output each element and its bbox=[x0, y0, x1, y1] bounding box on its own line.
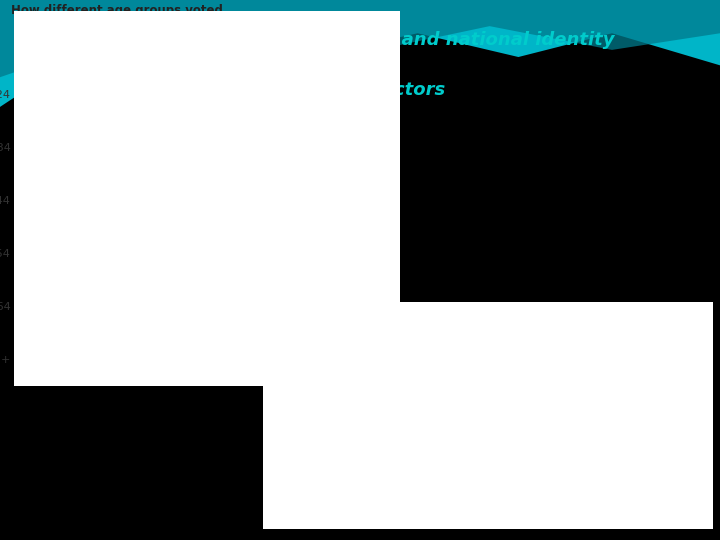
Text: 40%: 40% bbox=[371, 355, 394, 365]
Circle shape bbox=[426, 498, 430, 500]
Text: Remain: Remain bbox=[305, 17, 355, 31]
Circle shape bbox=[428, 472, 431, 474]
Circle shape bbox=[589, 497, 593, 499]
Polygon shape bbox=[276, 458, 300, 484]
Circle shape bbox=[434, 515, 438, 516]
Circle shape bbox=[588, 514, 591, 515]
Circle shape bbox=[286, 475, 289, 477]
Text: 62%: 62% bbox=[371, 143, 394, 153]
Polygon shape bbox=[276, 484, 304, 522]
Polygon shape bbox=[570, 458, 593, 484]
Text: most elderly people,: most elderly people, bbox=[274, 339, 387, 349]
Text: all 30 voted Leave: all 30 voted Leave bbox=[567, 370, 657, 381]
Bar bbox=[246, 341, 400, 379]
Text: 18–24: 18–24 bbox=[0, 90, 11, 100]
Bar bbox=[161, 129, 400, 167]
Text: 27 voted Leave: 27 voted Leave bbox=[274, 370, 349, 381]
Text: 27%: 27% bbox=[20, 90, 45, 100]
Text: 48%: 48% bbox=[20, 196, 45, 206]
Circle shape bbox=[429, 511, 433, 512]
Circle shape bbox=[578, 500, 582, 502]
Circle shape bbox=[431, 482, 433, 484]
Circle shape bbox=[291, 484, 294, 486]
Circle shape bbox=[436, 490, 439, 492]
Text: 65+: 65+ bbox=[0, 355, 11, 365]
Text: 56%: 56% bbox=[20, 249, 45, 259]
Text: 38%: 38% bbox=[20, 143, 45, 153]
Circle shape bbox=[292, 514, 296, 515]
Circle shape bbox=[575, 489, 579, 491]
Bar bbox=[14, 288, 234, 326]
Bar bbox=[14, 182, 199, 220]
Circle shape bbox=[286, 501, 289, 503]
Text: 52%: 52% bbox=[371, 196, 394, 206]
Bar bbox=[118, 76, 400, 114]
Bar bbox=[14, 341, 246, 379]
Circle shape bbox=[291, 505, 294, 507]
Text: 28 voted Leave: 28 voted Leave bbox=[423, 370, 498, 381]
Text: fewest graduates,: fewest graduates, bbox=[423, 339, 523, 349]
Bar bbox=[454, 468, 467, 477]
Text: 57%: 57% bbox=[20, 302, 45, 312]
Polygon shape bbox=[423, 458, 447, 484]
Bar bbox=[234, 288, 400, 326]
Polygon shape bbox=[0, 0, 720, 77]
Text: most people
identifying as English,: most people identifying as English, bbox=[567, 339, 690, 361]
Circle shape bbox=[585, 504, 588, 505]
Circle shape bbox=[294, 496, 297, 497]
Bar bbox=[199, 182, 400, 220]
Circle shape bbox=[441, 494, 444, 496]
Circle shape bbox=[438, 485, 442, 487]
Circle shape bbox=[279, 474, 282, 476]
Polygon shape bbox=[423, 484, 451, 522]
Circle shape bbox=[584, 493, 588, 495]
Bar bbox=[600, 468, 613, 477]
Circle shape bbox=[580, 482, 583, 484]
Text: 60%: 60% bbox=[20, 355, 45, 365]
Circle shape bbox=[279, 496, 282, 497]
Text: How different age groups voted: How different age groups voted bbox=[11, 4, 222, 17]
Text: Age, educational attainment and national identity: Age, educational attainment and national… bbox=[105, 31, 615, 49]
Text: Of the 30 areas with the...: Of the 30 areas with the... bbox=[274, 312, 459, 325]
Polygon shape bbox=[570, 484, 598, 522]
Circle shape bbox=[438, 515, 442, 516]
Circle shape bbox=[575, 507, 577, 508]
Circle shape bbox=[287, 512, 291, 514]
Bar bbox=[230, 235, 400, 273]
Circle shape bbox=[431, 504, 435, 507]
Text: 73%: 73% bbox=[371, 90, 394, 100]
Text: 43%: 43% bbox=[371, 302, 394, 312]
Polygon shape bbox=[0, 0, 720, 107]
Text: 25–34: 25–34 bbox=[0, 143, 11, 153]
Text: Leave: Leave bbox=[49, 17, 88, 31]
Bar bbox=[14, 76, 118, 114]
Circle shape bbox=[440, 508, 444, 510]
Bar bbox=[14, 235, 230, 273]
Circle shape bbox=[282, 507, 285, 508]
Circle shape bbox=[586, 486, 590, 488]
Circle shape bbox=[433, 477, 436, 478]
Circle shape bbox=[437, 501, 441, 503]
Circle shape bbox=[283, 481, 287, 482]
Text: 55–64: 55–64 bbox=[0, 302, 11, 312]
Text: 44%: 44% bbox=[371, 249, 394, 259]
Circle shape bbox=[428, 488, 431, 489]
Circle shape bbox=[289, 493, 292, 495]
Text: 35–44: 35–44 bbox=[0, 196, 11, 206]
Circle shape bbox=[582, 511, 586, 512]
Text: 45–54: 45–54 bbox=[0, 249, 11, 259]
Bar bbox=[307, 468, 320, 477]
Text: as voting factors: as voting factors bbox=[274, 82, 446, 99]
Text: 50%: 50% bbox=[194, 17, 220, 31]
Bar bbox=[14, 129, 161, 167]
